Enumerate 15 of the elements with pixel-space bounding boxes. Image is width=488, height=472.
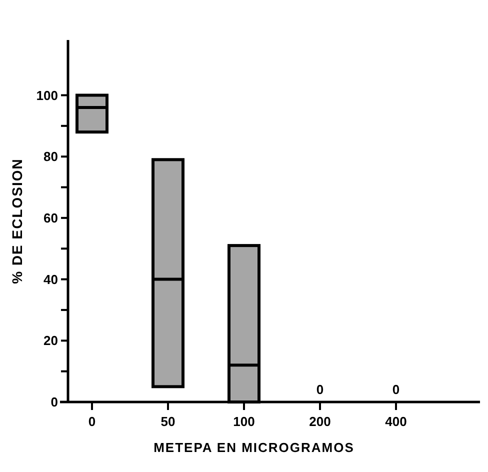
y-tick-label: 20 [44, 333, 58, 348]
x-tick-label: 400 [385, 414, 407, 429]
x-axis-title: METEPA EN MICROGRAMOS [154, 440, 354, 455]
y-tick-label: 60 [44, 210, 58, 226]
x-tick-label: 0 [88, 414, 96, 429]
y-tick-label: 100 [36, 88, 58, 103]
y-axis-title: % DE ECLOSION [9, 158, 25, 284]
annotation: 0 [392, 382, 400, 397]
y-tick-label: 0 [50, 394, 58, 410]
x-tick-label: 50 [160, 414, 176, 429]
x-tick-label: 200 [309, 414, 331, 429]
x-tick-label: 100 [233, 414, 255, 429]
y-tick-label: 40 [44, 272, 58, 287]
y-tick-label: 80 [44, 149, 58, 164]
annotation: 0 [316, 382, 324, 397]
